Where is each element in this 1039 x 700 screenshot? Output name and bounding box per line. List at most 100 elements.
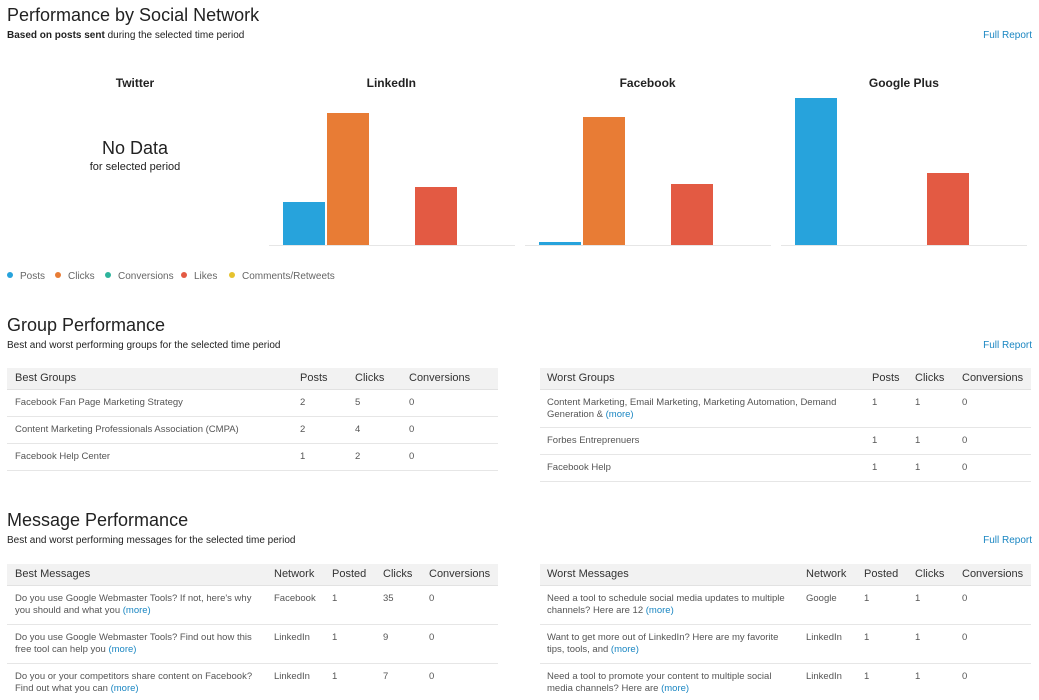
more-link[interactable]: (more) xyxy=(108,644,137,655)
row-text: Facebook Help Center xyxy=(15,451,284,463)
section-subtitle: Best and worst performing messages for t… xyxy=(7,535,296,546)
section-title: Group Performance xyxy=(7,315,166,335)
cell: 1 xyxy=(300,451,306,462)
legend-label: Likes xyxy=(194,271,217,282)
table-row: Want to get more out of LinkedIn? Here a… xyxy=(540,625,1031,664)
cell: 0 xyxy=(962,397,968,408)
row-text: Need a tool to promote your content to m… xyxy=(547,671,790,695)
row-label: Need a tool to promote your content to m… xyxy=(547,671,772,694)
row-text: Content Marketing Professionals Associat… xyxy=(15,424,284,436)
row-label: Need a tool to schedule social media upd… xyxy=(547,593,785,616)
table: Worst Messages Network Posted Clicks Convers… xyxy=(540,564,1031,700)
cell: 1 xyxy=(915,397,921,408)
bar xyxy=(415,187,457,245)
row-text: Facebook Help xyxy=(547,462,856,474)
cell: 1 xyxy=(915,671,921,682)
cell: 1 xyxy=(915,435,921,446)
table-row: Content Marketing Professionals Associat… xyxy=(7,417,498,444)
bar xyxy=(327,113,369,245)
no-data: No Data xyxy=(102,138,169,158)
table-header: Worst Groups Posts Clicks Conversions xyxy=(540,368,1031,390)
panel-title: Google Plus xyxy=(869,76,939,90)
table-row: Facebook Help 1 1 0 xyxy=(540,455,1031,482)
more-link[interactable]: (more) xyxy=(605,409,634,420)
legend-label: Conversions xyxy=(118,271,174,282)
cell: Facebook xyxy=(274,593,316,604)
full-report-link[interactable]: Full Report xyxy=(983,340,1032,351)
cell: 1 xyxy=(332,632,338,643)
table-row: Do you use Google Webmaster Tools? Find … xyxy=(7,625,498,664)
cell: 1 xyxy=(864,671,870,682)
subtitle-bold: Based on posts sent xyxy=(7,30,105,41)
row-label: Content Marketing Professionals Associat… xyxy=(15,424,239,435)
cell: 1 xyxy=(872,435,878,446)
cell: 0 xyxy=(962,435,968,446)
row-text: Want to get more out of LinkedIn? Here a… xyxy=(547,632,790,656)
table-row: Facebook Fan Page Marketing Strategy 2 5 0 xyxy=(7,390,498,417)
table: Best Messages Network Posted Clicks Conversi… xyxy=(7,564,498,700)
row-text: Forbes Entreprenuers xyxy=(547,435,856,447)
full-report-link[interactable]: Full Report xyxy=(983,30,1032,41)
cell: 0 xyxy=(962,671,968,682)
bar xyxy=(795,98,837,245)
cell: 0 xyxy=(409,451,415,462)
row-label: Want to get more out of LinkedIn? Here a… xyxy=(547,632,779,655)
row-label: Do you use Google Webmaster Tools? Find … xyxy=(15,632,252,655)
column-header: Network xyxy=(274,568,315,580)
cell: 2 xyxy=(355,451,361,462)
cell: 1 xyxy=(915,593,921,604)
row-text: Need a tool to schedule social media upd… xyxy=(547,593,790,617)
section-subtitle: Best and worst performing groups for the… xyxy=(7,340,281,351)
cell: 4 xyxy=(355,424,361,435)
column-header: Posted xyxy=(332,568,367,580)
cell: 5 xyxy=(355,397,361,408)
legend-label: Comments/Retweets xyxy=(242,271,335,282)
table-header: Best Groups Posts Clicks Conversions xyxy=(7,368,498,390)
section-title: Message Performance xyxy=(7,510,189,530)
row-label: Do you use Google Webmaster Tools? If no… xyxy=(15,593,252,616)
cell: 1 xyxy=(872,462,878,473)
legend-swatch xyxy=(181,272,187,278)
column-header: Posted xyxy=(864,568,899,580)
column-header: Conversions xyxy=(962,568,1024,580)
cell: 1 xyxy=(915,632,921,643)
cell: 0 xyxy=(429,593,435,604)
cell: 7 xyxy=(383,671,389,682)
section-subtitle: Based on posts sent during the selected … xyxy=(7,30,244,41)
cell: 2 xyxy=(300,424,306,435)
table-row: Content Marketing, Email Marketing, Mark… xyxy=(540,390,1031,428)
more-link[interactable]: (more) xyxy=(122,605,151,616)
cell: LinkedIn xyxy=(806,632,842,643)
more-link[interactable]: (more) xyxy=(110,683,139,694)
cell: 0 xyxy=(409,397,415,408)
column-header: Clicks xyxy=(355,372,385,384)
section-title: Performance by Social Network xyxy=(7,5,260,25)
column-header: Best Groups xyxy=(15,372,77,384)
cell: 35 xyxy=(383,593,394,604)
bar xyxy=(539,242,581,245)
legend-swatch xyxy=(229,272,235,278)
full-report-link[interactable]: Full Report xyxy=(983,535,1032,546)
column-header: Posts xyxy=(300,372,328,384)
table: Worst Groups Posts Clicks Conversions Conten… xyxy=(540,368,1031,482)
cell: 1 xyxy=(864,632,870,643)
network-chart: Twitter No Data for selected period LinkedI… xyxy=(7,76,1027,282)
column-header: Conversions xyxy=(962,372,1024,384)
row-label: Content Marketing, Email Marketing, Mark… xyxy=(547,397,837,420)
more-link[interactable]: (more) xyxy=(661,683,690,694)
legend-swatch xyxy=(55,272,61,278)
bar xyxy=(927,173,969,245)
column-header: Posts xyxy=(872,372,900,384)
more-link[interactable]: (more) xyxy=(645,605,674,616)
cell: 0 xyxy=(429,632,435,643)
legend-label: Clicks xyxy=(68,271,95,282)
column-header: Worst Groups xyxy=(547,372,615,384)
table-row: Do you use Google Webmaster Tools? If no… xyxy=(7,586,498,625)
cell: 1 xyxy=(872,397,878,408)
cell: 1 xyxy=(915,462,921,473)
table-row: Need a tool to schedule social media upd… xyxy=(540,586,1031,625)
more-link[interactable]: (more) xyxy=(610,644,639,655)
row-label: Do you or your competitors share content… xyxy=(15,671,253,694)
row-label: Forbes Entreprenuers xyxy=(547,435,640,446)
panel-title: LinkedIn xyxy=(367,76,416,90)
